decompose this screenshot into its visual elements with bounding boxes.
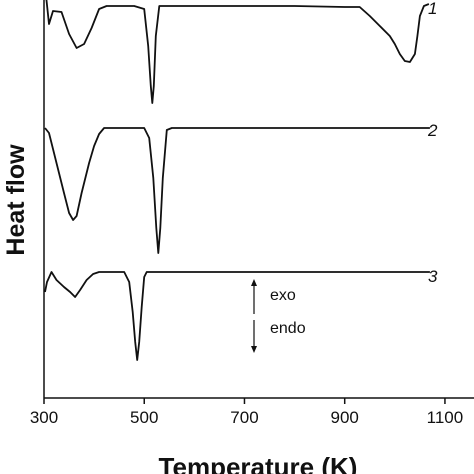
exo-label: exo	[270, 287, 296, 304]
x-tick-label: 300	[30, 408, 58, 427]
x-ticks: 300 500 700 900 1100	[30, 398, 463, 427]
axes	[43, 0, 474, 399]
curve-label-3: 3	[428, 267, 438, 286]
x-tick-label: 900	[331, 408, 359, 427]
curve-labels: 1 2 3	[427, 0, 438, 286]
exo-endo-annotation: exo endo	[251, 279, 306, 353]
endo-arrowhead-icon	[251, 346, 257, 353]
x-tick-label: 1100	[427, 408, 464, 427]
curve-label-2: 2	[427, 121, 438, 140]
series-curve-3	[44, 271, 430, 361]
y-axis-title: Heat flow	[2, 144, 30, 256]
exo-arrowhead-icon	[251, 279, 257, 286]
curve-label-1: 1	[428, 0, 437, 18]
x-tick-label: 500	[130, 408, 158, 427]
endo-label: endo	[270, 320, 306, 337]
series-curve-1	[45, 0, 430, 104]
curves	[44, 0, 430, 361]
series-curve-2	[44, 127, 430, 254]
x-tick-label: 700	[230, 408, 258, 427]
x-axis-title: Temperature (K)	[159, 452, 358, 474]
